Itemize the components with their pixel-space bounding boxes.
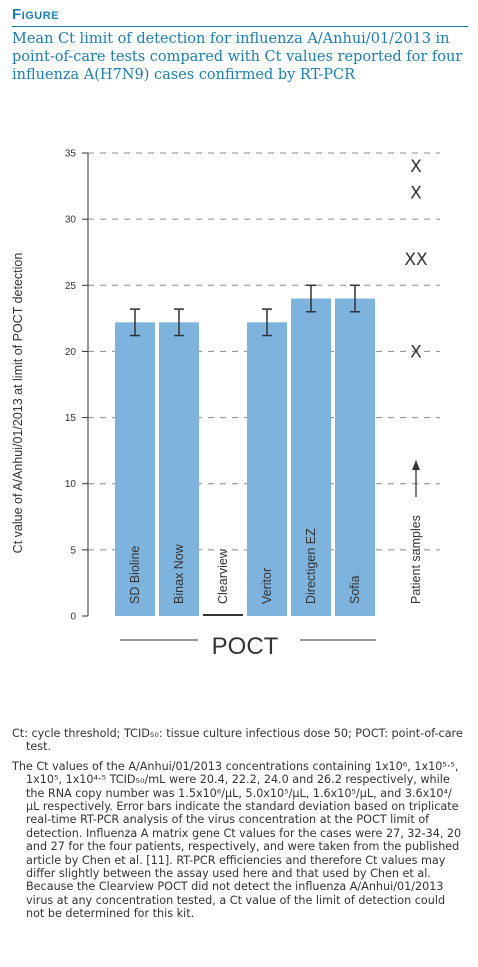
bar (115, 322, 155, 616)
gridlines (88, 152, 440, 551)
bar-chart: 0 5 10 15 20 25 30 35 SD Bioline Binax Now Clearv… (11, 149, 440, 660)
figure-title: Mean Ct limit of detection for influenza… (12, 31, 463, 83)
y-tick-label: 20 (65, 347, 77, 358)
y-tick-label: 25 (65, 281, 77, 292)
bar-label: Directigen EZ (304, 528, 318, 604)
patient-marker: X (410, 184, 422, 204)
error-bars (130, 284, 360, 337)
patient-marker: XX (404, 250, 428, 270)
caption-description: The Ct values of the A/Anhui/01/2013 con… (12, 759, 462, 921)
y-tick-label: 0 (70, 612, 76, 623)
figure-rule (12, 26, 468, 27)
bar-empty (203, 614, 243, 616)
bar (159, 322, 199, 616)
y-axis: 0 5 10 15 20 25 30 35 (65, 149, 89, 623)
y-tick-label: 5 (70, 545, 76, 556)
bar-label: Veritor (260, 568, 274, 604)
bars (115, 298, 375, 616)
bar-labels: SD Bioline Binax Now Clearview Veritor Direc… (128, 528, 362, 604)
patient-samples-label: Patient samples (409, 515, 423, 604)
y-tick-label: 30 (65, 215, 77, 226)
y-tick-label: 15 (65, 413, 77, 424)
bar-label: Clearview (216, 548, 230, 604)
patient-marker: X (410, 157, 422, 177)
figure-label: Figure (12, 6, 59, 23)
bar (247, 322, 287, 616)
bar (335, 298, 375, 616)
patient-marker: X (410, 342, 422, 362)
caption: Ct: cycle threshold; TCID₅₀: tissue cult… (12, 727, 464, 927)
y-axis-label: Ct value of A/Anhui/01/2013 at limit of … (11, 253, 25, 554)
bar-label: Binax Now (172, 543, 186, 604)
x-axis-label: POCT (212, 633, 279, 660)
y-tick-label: 10 (65, 479, 77, 490)
bar-label: Sofia (348, 575, 362, 604)
y-tick-label: 35 (65, 149, 77, 160)
caption-abbreviations: Ct: cycle threshold; TCID₅₀: tissue cult… (12, 727, 463, 754)
bar (291, 298, 331, 616)
patient-arrow-head (412, 460, 420, 470)
bar-label: SD Bioline (128, 546, 142, 604)
